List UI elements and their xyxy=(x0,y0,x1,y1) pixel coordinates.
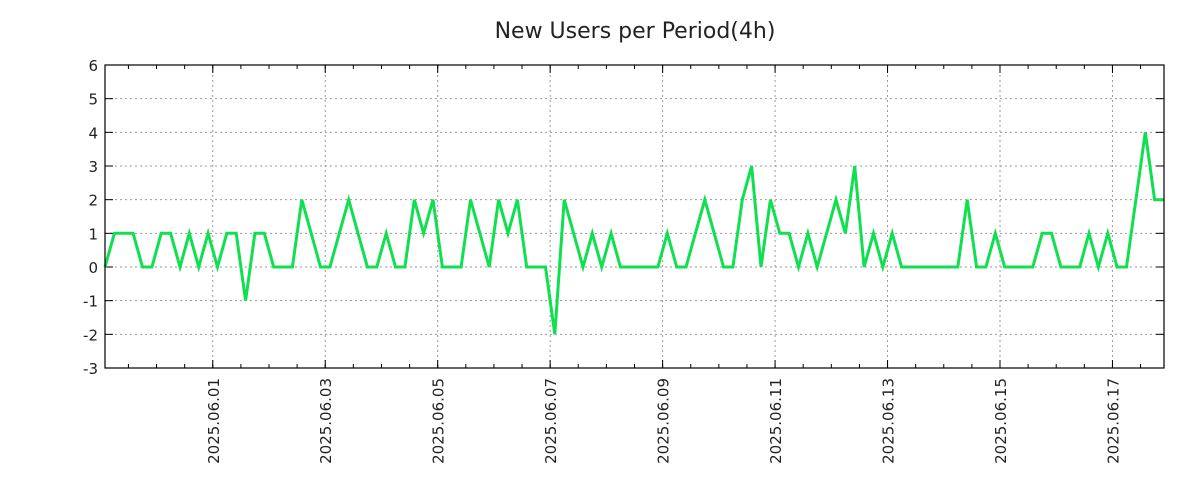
x-tick-label: 2025.06.07 xyxy=(542,378,560,464)
y-tick-label: 5 xyxy=(88,91,98,109)
y-tick-label: 4 xyxy=(88,124,98,142)
x-axis: 2025.06.01 2025.06.03 2025.06.05 2025.06.07… xyxy=(127,65,1142,464)
y-tick-label: 3 xyxy=(88,158,98,176)
grid xyxy=(105,65,1164,368)
y-tick-label: 0 xyxy=(88,259,98,277)
series-line xyxy=(103,132,1164,335)
x-tick-label: 2025.06.15 xyxy=(992,378,1010,464)
x-tick-label: 2025.06.09 xyxy=(655,378,673,464)
y-tick-label: -1 xyxy=(83,293,98,311)
y-tick-label: -3 xyxy=(83,360,98,378)
x-tick-label: 2025.06.05 xyxy=(430,378,448,464)
x-tick-label: 2025.06.13 xyxy=(880,378,898,464)
x-tick-label: 2025.06.01 xyxy=(205,378,223,464)
x-tick-label: 2025.06.03 xyxy=(317,378,335,464)
y-tick-label: -2 xyxy=(83,326,98,344)
plot-border xyxy=(104,64,1165,369)
y-tick-label: 2 xyxy=(88,192,98,210)
y-tick-label: 1 xyxy=(88,225,98,243)
y-tick-label: 6 xyxy=(88,57,98,75)
x-tick-label: 2025.06.17 xyxy=(1104,378,1122,464)
x-tick-label: 2025.06.11 xyxy=(767,378,785,464)
y-axis: -3 -2 -1 0 1 2 3 4 5 6 xyxy=(83,57,1164,378)
chart-title: New Users per Period(4h) xyxy=(495,19,776,44)
